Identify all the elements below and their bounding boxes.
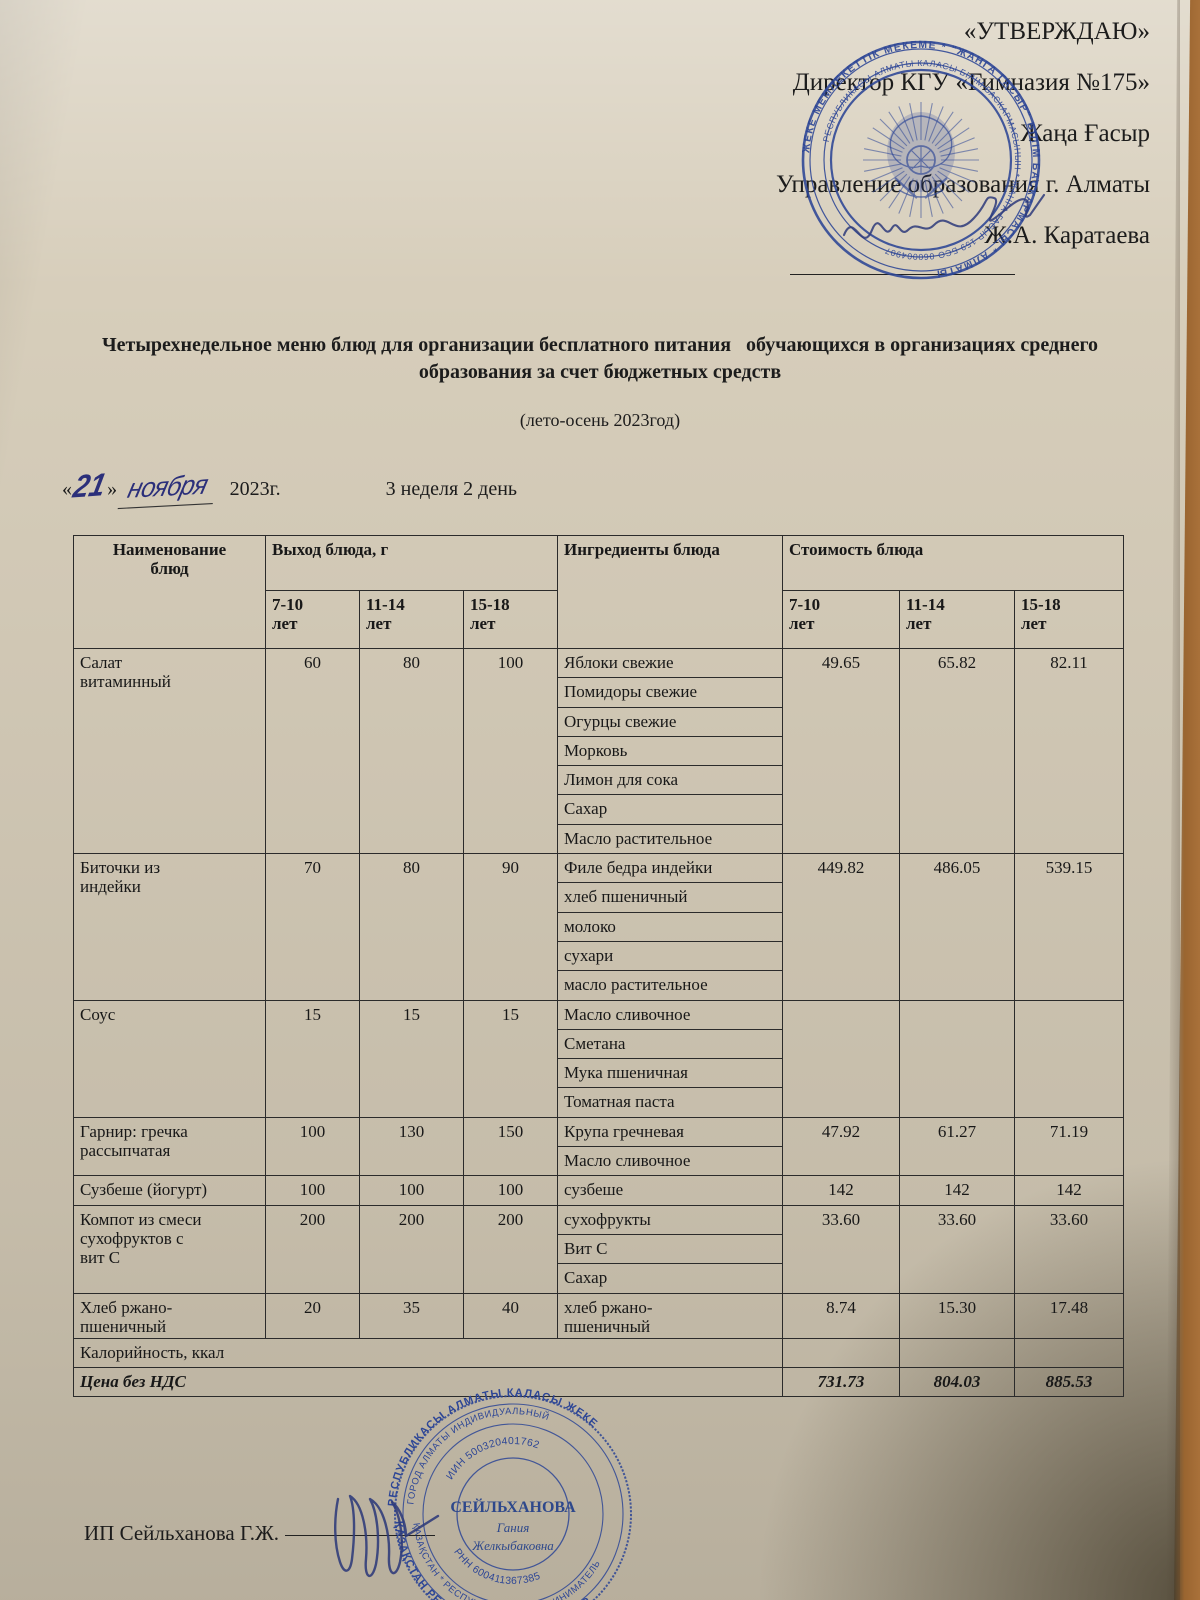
- svg-text:Гания: Гания: [496, 1520, 530, 1535]
- svg-text:Желкыбаковна: Желкыбаковна: [471, 1538, 554, 1553]
- svg-text:ИИН 500320401762: ИИН 500320401762: [445, 1436, 541, 1482]
- svg-text:СЕЙЛЬХАНОВА: СЕЙЛЬХАНОВА: [450, 1497, 576, 1516]
